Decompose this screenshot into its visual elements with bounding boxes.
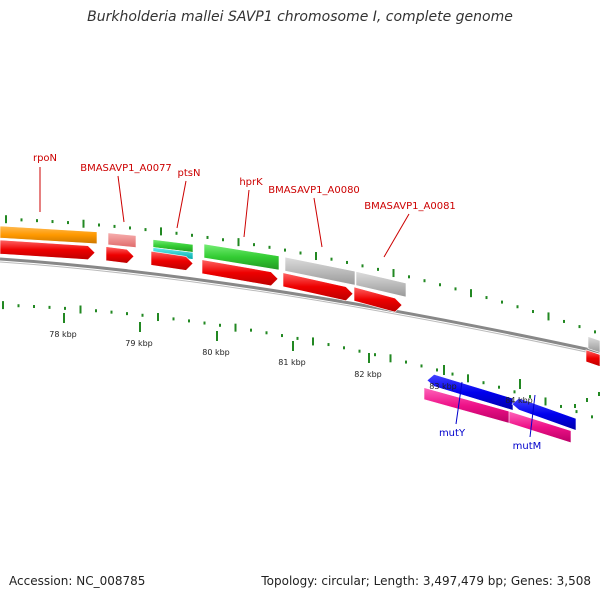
genome-backbone bbox=[0, 257, 600, 354]
gene-label-top[interactable]: BMASAVP1_A0080 bbox=[268, 185, 360, 196]
scale-label: 82 kbp bbox=[354, 370, 382, 379]
gene-label-leader bbox=[176, 180, 187, 229]
mutY-blue-arrow[interactable] bbox=[426, 374, 514, 411]
mutM-blue-arrow[interactable] bbox=[511, 397, 577, 431]
label-leader-lines bbox=[39, 167, 536, 438]
gene-label-bottom[interactable]: mutY bbox=[439, 428, 466, 439]
scale-label: 78 kbp bbox=[49, 330, 77, 339]
gene-label-leader bbox=[455, 381, 463, 425]
cds-arrow[interactable] bbox=[585, 349, 600, 367]
cds-arrow[interactable] bbox=[282, 272, 354, 302]
lower-tick-ring bbox=[574, 392, 600, 408]
gene-label-leader bbox=[313, 197, 323, 248]
gene-label-leader bbox=[117, 175, 125, 223]
map-title: Burkholderia mallei SAVP1 chromosome I, … bbox=[87, 9, 513, 25]
gene-label-leader bbox=[383, 213, 410, 258]
scale-labels: 78 kbp 79 kbp 80 kbp 81 kbp 82 kbp 83 kbp 84 k… bbox=[49, 313, 533, 405]
scale-label: 84 kbp bbox=[505, 396, 533, 405]
genome-stats-text: Topology: circular; Length: 3,497,479 bp… bbox=[261, 574, 591, 588]
scale-label: 80 kbp bbox=[202, 348, 230, 357]
genome-backbone-shadow bbox=[0, 261, 600, 356]
scale-label: 83 kbp bbox=[429, 382, 457, 391]
scale-label: 81 kbp bbox=[278, 358, 306, 367]
hprK-gene-feature[interactable] bbox=[203, 243, 280, 271]
gene-label-top[interactable]: hprK bbox=[239, 177, 263, 188]
cds-arrow[interactable] bbox=[150, 250, 194, 271]
gene-label-leader bbox=[529, 394, 536, 438]
bmasavp1-a0077-feature[interactable] bbox=[107, 232, 137, 248]
cds-arrow[interactable] bbox=[353, 286, 403, 313]
gene-label-top[interactable]: rpoN bbox=[33, 153, 57, 164]
scale-label: 79 kbp bbox=[125, 339, 153, 348]
middle-tick-ring bbox=[2, 301, 593, 419]
gene-features bbox=[0, 225, 600, 444]
cds-arrow[interactable] bbox=[0, 239, 96, 260]
bmasavp1-a0081-feature[interactable] bbox=[355, 271, 407, 298]
gene-label-leader bbox=[243, 189, 250, 238]
cds-arrow[interactable] bbox=[201, 259, 279, 287]
cds-arrow[interactable] bbox=[105, 246, 135, 264]
gene-labels: rpoN BMASAVP1_A0077 ptsN hprK BMASAVP1_A0080… bbox=[33, 153, 541, 452]
accession-text: Accession: NC_008785 bbox=[9, 574, 146, 588]
gene-label-top[interactable]: ptsN bbox=[178, 168, 201, 179]
gene-label-top[interactable]: BMASAVP1_A0081 bbox=[364, 201, 456, 212]
gene-label-top[interactable]: BMASAVP1_A0077 bbox=[80, 163, 172, 174]
rpoN-gene-feature[interactable] bbox=[0, 225, 98, 245]
mutM-gene-feature[interactable] bbox=[508, 410, 572, 444]
edge-grey-feature[interactable] bbox=[587, 336, 600, 353]
bmasavp1-a0080-feature[interactable] bbox=[284, 256, 356, 286]
gene-label-bottom[interactable]: mutM bbox=[513, 441, 542, 452]
outer-tick-ring bbox=[5, 215, 596, 334]
